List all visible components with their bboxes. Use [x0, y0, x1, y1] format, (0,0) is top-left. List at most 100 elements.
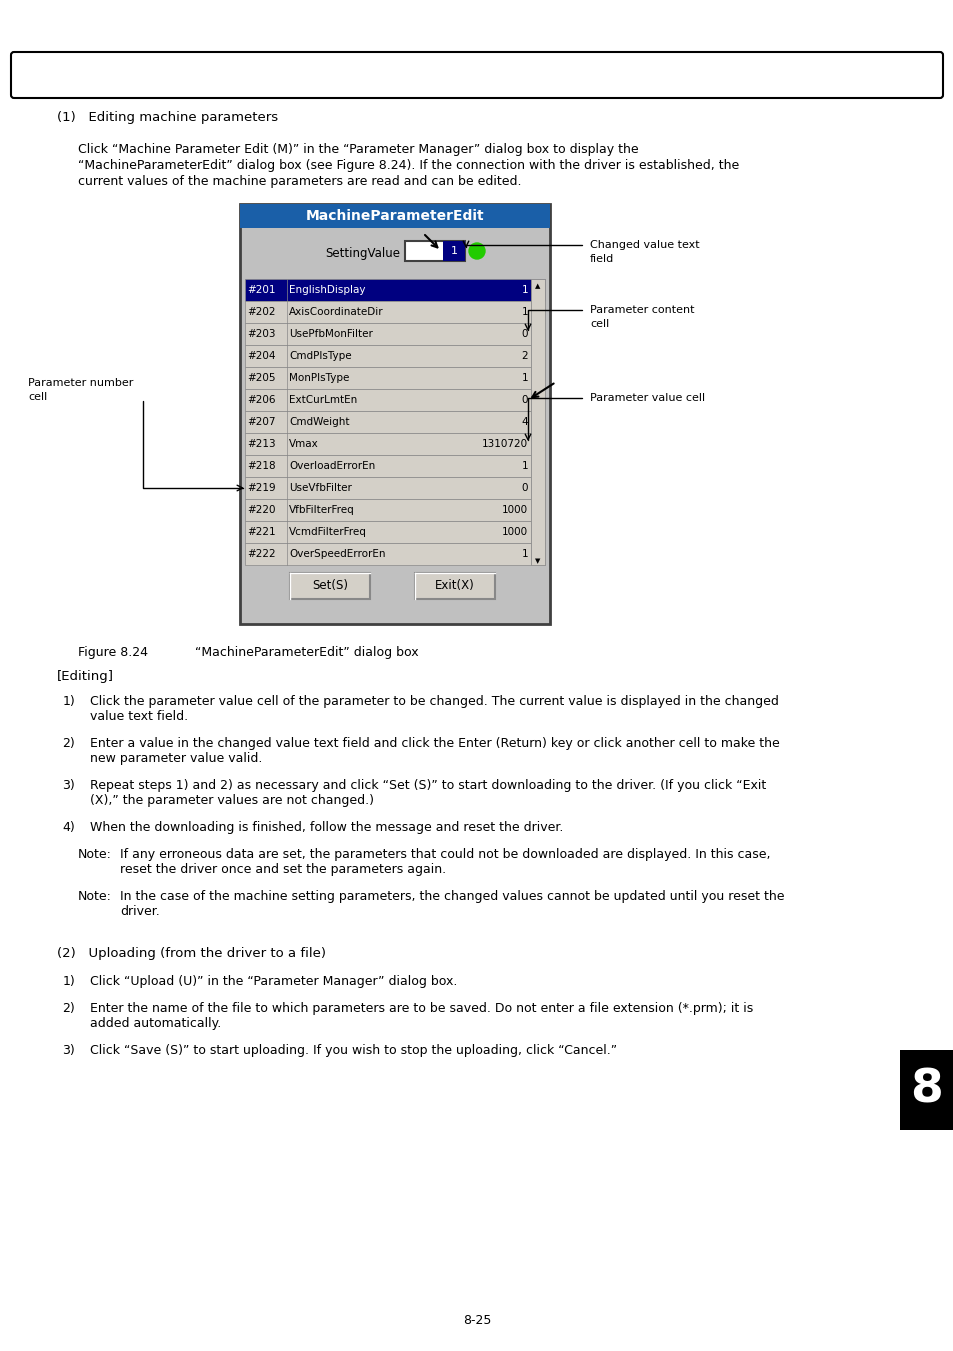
Text: (X),” the parameter values are not changed.): (X),” the parameter values are not chang…	[90, 794, 374, 807]
Bar	[245, 280, 544, 301]
Text: 3): 3)	[62, 780, 75, 792]
Text: Click “Upload (U)” in the “Parameter Manager” dialog box.: Click “Upload (U)” in the “Parameter Man…	[90, 975, 456, 988]
Text: #201: #201	[247, 285, 275, 295]
Text: When the downloading is finished, follow the message and reset the driver.: When the downloading is finished, follow…	[90, 821, 563, 834]
Text: 2: 2	[521, 351, 527, 361]
Text: #218: #218	[247, 461, 275, 471]
Text: new parameter value valid.: new parameter value valid.	[90, 753, 262, 765]
Bar	[531, 280, 544, 565]
Text: (2)   Uploading (from the driver to a file): (2) Uploading (from the driver to a file…	[57, 947, 326, 961]
Bar	[245, 434, 544, 455]
Text: ▼: ▼	[535, 558, 540, 563]
Text: current values of the machine parameters are read and can be edited.: current values of the machine parameters…	[78, 176, 521, 188]
Text: Enter the name of the file to which parameters are to be saved. Do not enter a f: Enter the name of the file to which para…	[90, 1002, 753, 1015]
Bar	[245, 543, 544, 565]
Text: 1000: 1000	[501, 527, 527, 536]
Bar	[240, 204, 550, 624]
Text: #206: #206	[247, 394, 275, 405]
Text: Click the parameter value cell of the parameter to be changed. The current value: Click the parameter value cell of the pa…	[90, 694, 778, 708]
Text: MonPlsType: MonPlsType	[289, 373, 349, 382]
Text: EnglishDisplay: EnglishDisplay	[289, 285, 365, 295]
Text: #219: #219	[247, 484, 275, 493]
Text: SettingValue: SettingValue	[325, 247, 399, 261]
Text: field: field	[589, 254, 614, 263]
Text: Figure 8.24: Figure 8.24	[78, 646, 148, 659]
Text: Click “Machine Parameter Edit (M)” in the “Parameter Manager” dialog box to disp: Click “Machine Parameter Edit (M)” in th…	[78, 143, 638, 155]
Text: cell: cell	[28, 392, 48, 403]
Text: 4): 4)	[62, 821, 75, 834]
Text: 0: 0	[521, 394, 527, 405]
Text: 1000: 1000	[501, 505, 527, 515]
Text: ExtCurLmtEn: ExtCurLmtEn	[289, 394, 356, 405]
Text: OverSpeedErrorEn: OverSpeedErrorEn	[289, 549, 385, 559]
Text: Exit(X): Exit(X)	[435, 580, 475, 593]
FancyBboxPatch shape	[11, 51, 942, 99]
Text: reset the driver once and set the parameters again.: reset the driver once and set the parame…	[120, 863, 446, 875]
Bar	[245, 323, 544, 345]
Text: #221: #221	[247, 527, 275, 536]
Text: MachineParameterEdit: MachineParameterEdit	[305, 209, 484, 223]
Text: #222: #222	[247, 549, 275, 559]
Bar	[245, 477, 544, 499]
Text: UsePfbMonFilter: UsePfbMonFilter	[289, 330, 373, 339]
Text: Parameter number: Parameter number	[28, 378, 133, 388]
Text: #204: #204	[247, 351, 275, 361]
Text: Set(S): Set(S)	[312, 580, 348, 593]
Text: 3): 3)	[62, 1044, 75, 1056]
Text: #213: #213	[247, 439, 275, 449]
Text: 0: 0	[521, 484, 527, 493]
Text: 1): 1)	[62, 975, 75, 988]
Bar	[245, 499, 544, 521]
Text: 8: 8	[910, 1067, 943, 1112]
Text: Changed value text: Changed value text	[589, 240, 699, 250]
Text: CmdWeight: CmdWeight	[289, 417, 349, 427]
Bar	[240, 204, 550, 228]
Text: Parameter value cell: Parameter value cell	[589, 393, 704, 403]
Text: value text field.: value text field.	[90, 711, 188, 723]
Text: Enter a value in the changed value text field and click the Enter (Return) key o: Enter a value in the changed value text …	[90, 738, 779, 750]
Text: 1): 1)	[62, 694, 75, 708]
Bar	[245, 521, 544, 543]
Text: 1: 1	[521, 285, 527, 295]
Text: [Editing]: [Editing]	[57, 670, 113, 684]
Text: #202: #202	[247, 307, 275, 317]
Text: VfbFilterFreq: VfbFilterFreq	[289, 505, 355, 515]
Text: Vmax: Vmax	[289, 439, 318, 449]
Text: added automatically.: added automatically.	[90, 1017, 221, 1029]
Text: cell: cell	[589, 319, 609, 330]
Bar	[245, 345, 544, 367]
Text: OverloadErrorEn: OverloadErrorEn	[289, 461, 375, 471]
Text: #220: #220	[247, 505, 275, 515]
Text: (1)   Editing machine parameters: (1) Editing machine parameters	[57, 112, 278, 124]
Bar	[245, 411, 544, 434]
Text: 1: 1	[521, 549, 527, 559]
Text: Click “Save (S)” to start uploading. If you wish to stop the uploading, click “C: Click “Save (S)” to start uploading. If …	[90, 1044, 617, 1056]
Text: AxisCoordinateDir: AxisCoordinateDir	[289, 307, 383, 317]
Text: 4: 4	[521, 417, 527, 427]
Bar	[245, 301, 544, 323]
Bar	[245, 367, 544, 389]
Text: 1: 1	[521, 373, 527, 382]
Text: 1: 1	[521, 461, 527, 471]
Text: #203: #203	[247, 330, 275, 339]
Text: #207: #207	[247, 417, 275, 427]
Text: Repeat steps 1) and 2) as necessary and click “Set (S)” to start downloading to : Repeat steps 1) and 2) as necessary and …	[90, 780, 765, 792]
Text: 1: 1	[521, 307, 527, 317]
Bar	[245, 455, 544, 477]
Text: 1: 1	[450, 246, 457, 255]
Text: Parameter content: Parameter content	[589, 305, 694, 315]
Text: driver.: driver.	[120, 905, 159, 917]
Circle shape	[469, 243, 484, 259]
Text: “MachineParameterEdit” dialog box (see Figure 8.24). If the connection with the : “MachineParameterEdit” dialog box (see F…	[78, 159, 739, 172]
Text: CmdPlsType: CmdPlsType	[289, 351, 352, 361]
Text: If any erroneous data are set, the parameters that could not be downloaded are d: If any erroneous data are set, the param…	[120, 848, 770, 861]
Bar	[899, 1050, 953, 1129]
Bar	[405, 240, 464, 261]
Text: Note:: Note:	[78, 890, 112, 902]
Text: 1310720: 1310720	[481, 439, 527, 449]
Text: 8-25: 8-25	[462, 1313, 491, 1327]
Text: VcmdFilterFreq: VcmdFilterFreq	[289, 527, 367, 536]
Text: 0: 0	[521, 330, 527, 339]
Text: #205: #205	[247, 373, 275, 382]
Text: In the case of the machine setting parameters, the changed values cannot be upda: In the case of the machine setting param…	[120, 890, 783, 902]
